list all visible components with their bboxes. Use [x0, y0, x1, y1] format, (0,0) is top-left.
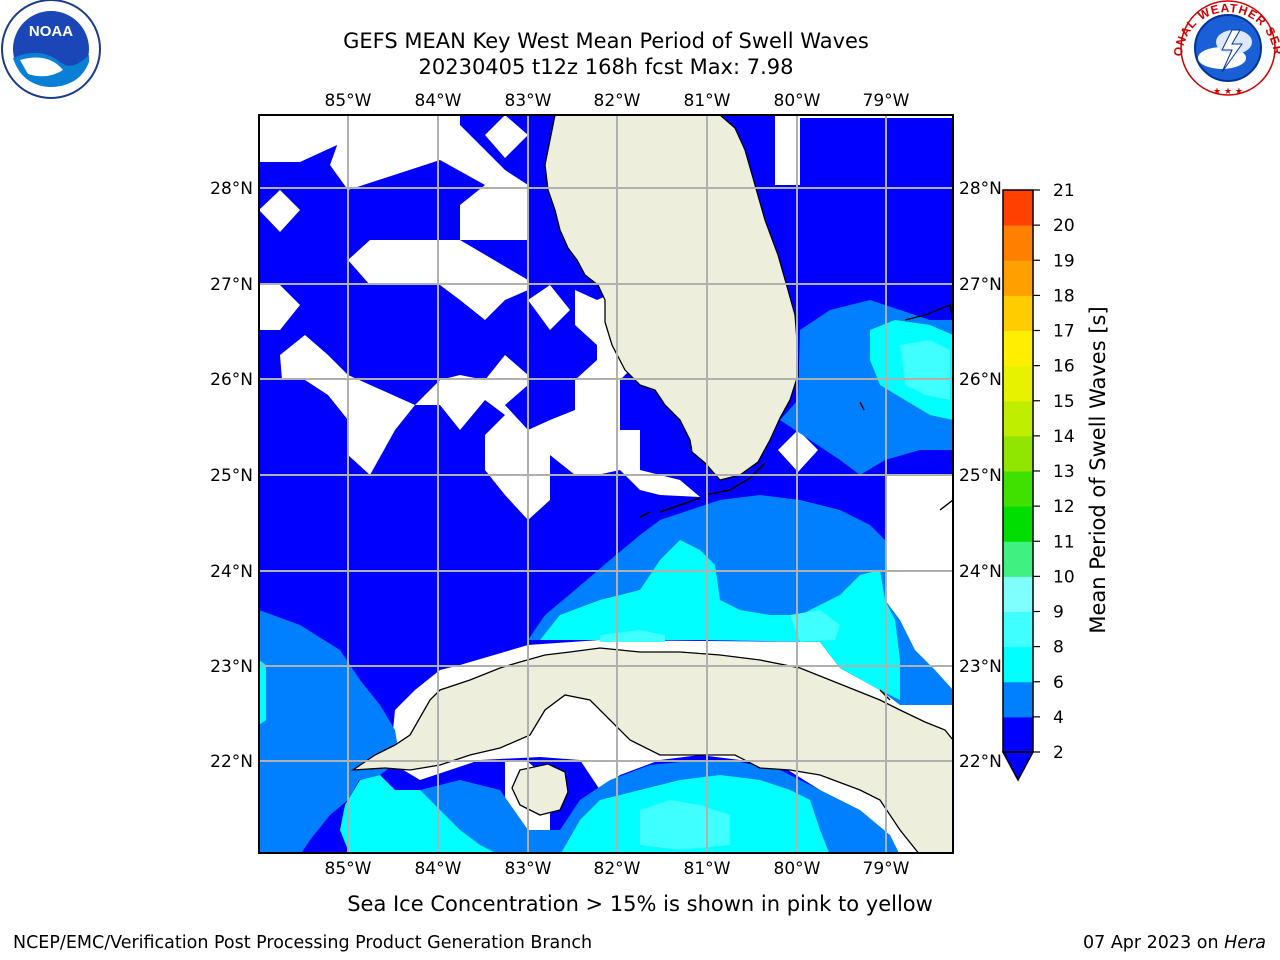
- colorbar-segment: [1003, 365, 1033, 402]
- star-icon: ★ ★ ★: [1213, 87, 1243, 97]
- land-bahamas: [859, 304, 953, 701]
- noaa-logo-text: NOAA: [29, 23, 73, 40]
- lat-label: 24°N: [959, 562, 1002, 582]
- colorbar-tick-label: 6: [1053, 673, 1064, 693]
- lon-labels-bottom: 85°W 84°W 83°W 82°W 81°W 80°W 79°W: [325, 859, 910, 879]
- colorbar-tick-label: 14: [1053, 427, 1075, 447]
- colorbar-segment: [1003, 190, 1033, 226]
- lon-label: 79°W: [863, 91, 910, 111]
- colorbar-segment: [1003, 611, 1033, 648]
- lon-label: 83°W: [505, 91, 552, 111]
- lat-label: 28°N: [959, 179, 1002, 199]
- lon-label: 85°W: [325, 859, 372, 879]
- lat-labels-right: 28°N 27°N 26°N 25°N 24°N 23°N 22°N: [959, 179, 1002, 772]
- colorbar-tick-label: 17: [1053, 322, 1075, 342]
- colorbar-segment: [1003, 260, 1033, 296]
- colorbar-tick-label: 18: [1053, 286, 1075, 306]
- colorbar-tick-label: 13: [1053, 462, 1075, 482]
- colorbar-segment: [1003, 506, 1033, 542]
- colorbar-tick-label: 8: [1053, 638, 1064, 658]
- lat-label: 26°N: [210, 370, 253, 390]
- map-area: [259, 115, 953, 853]
- lon-labels-top: 85°W 84°W 83°W 82°W 81°W 80°W 79°W: [325, 91, 910, 111]
- map-gridlines: [259, 115, 953, 853]
- colorbar-segment: [1003, 435, 1033, 472]
- colorbar-segment: [1003, 681, 1033, 718]
- lat-label: 27°N: [959, 275, 1002, 295]
- lon-label: 84°W: [415, 91, 462, 111]
- lon-label: 80°W: [774, 91, 821, 111]
- colorbar-segment: [1003, 576, 1033, 612]
- colorbar-tick-label: 2: [1053, 743, 1064, 763]
- lat-label: 22°N: [210, 752, 253, 772]
- lat-label: 23°N: [210, 657, 253, 677]
- lon-label: 82°W: [594, 859, 641, 879]
- colorbar-tick-label: 16: [1053, 357, 1075, 377]
- colorbar-tick-label: 19: [1053, 251, 1075, 271]
- lon-label: 83°W: [505, 859, 552, 879]
- lat-label: 24°N: [210, 562, 253, 582]
- svg-text:NATIONAL WEATHER SERVICE: NATIONAL WEATHER SERVICE: [0, 0, 1280, 57]
- colorbar-segment: [1003, 541, 1033, 577]
- colorbar-segment: [1003, 646, 1033, 683]
- colorbar-segment: [1003, 225, 1033, 261]
- colorbar-tick-label: 4: [1053, 708, 1064, 728]
- colorbar-extend-arrow: [1001, 751, 1035, 782]
- land-isla-juventud: [511, 763, 569, 816]
- footer-credit: NCEP/EMC/Verification Post Processing Pr…: [13, 933, 593, 953]
- lat-label: 22°N: [959, 752, 1002, 772]
- footer-date: 07 Apr 2023 on Hera: [1083, 933, 1266, 953]
- colorbar: 2 4 6 8 9 10 11 12 13 14 15 16 17 18 19 20 21: [1001, 181, 1075, 782]
- lat-label: 27°N: [210, 275, 253, 295]
- footer-date-text: 07 Apr 2023 on: [1083, 933, 1225, 953]
- colorbar-tick-label: 21: [1053, 181, 1075, 201]
- lon-label: 81°W: [684, 91, 731, 111]
- colorbar-tick-label: 15: [1053, 392, 1075, 412]
- lat-label: 25°N: [210, 466, 253, 486]
- land-florida: [544, 115, 799, 481]
- nws-logo-text: NATIONAL WEATHER SERVICE: [0, 0, 1280, 57]
- colorbar-tick-label: 10: [1053, 567, 1075, 587]
- footer-host: Hera: [1224, 933, 1266, 953]
- colorbar-segment: [1003, 471, 1033, 507]
- colorbar-tick-label: 12: [1053, 497, 1075, 517]
- lon-label: 82°W: [594, 91, 641, 111]
- chart-title-line1: GEFS MEAN Key West Mean Period of Swell …: [343, 29, 869, 53]
- lon-label: 84°W: [415, 859, 462, 879]
- land-florida-keys: [639, 462, 766, 518]
- lon-label: 79°W: [863, 859, 910, 879]
- land-cuba: [350, 647, 953, 853]
- colorbar-segment: [1003, 400, 1033, 437]
- colorbar-segment: [1003, 295, 1033, 331]
- noaa-logo: NOAA: [1, 0, 101, 99]
- chart-title-line2: 20230405 t12z 168h fcst Max: 7.98: [418, 55, 794, 79]
- lon-label: 85°W: [325, 91, 372, 111]
- lat-label: 26°N: [959, 370, 1002, 390]
- lat-label: 25°N: [959, 466, 1002, 486]
- lon-label: 80°W: [774, 859, 821, 879]
- colorbar-tick-label: 11: [1053, 532, 1075, 552]
- nws-logo: NATIONAL WEATHER SERVICE ★ ★ ★: [0, 0, 1280, 97]
- lat-label: 23°N: [959, 657, 1002, 677]
- colorbar-tick-label: 9: [1053, 603, 1064, 623]
- sea-ice-note: Sea Ice Concentration > 15% is shown in …: [347, 892, 933, 916]
- colorbar-tick-label: 20: [1053, 216, 1075, 236]
- lon-label: 81°W: [684, 859, 731, 879]
- colorbar-segment: [1003, 330, 1033, 367]
- map-frame: [258, 114, 954, 854]
- lat-label: 28°N: [210, 179, 253, 199]
- lat-labels-left: 28°N 27°N 26°N 25°N 24°N 23°N 22°N: [210, 179, 253, 772]
- colorbar-segment: [1003, 716, 1033, 753]
